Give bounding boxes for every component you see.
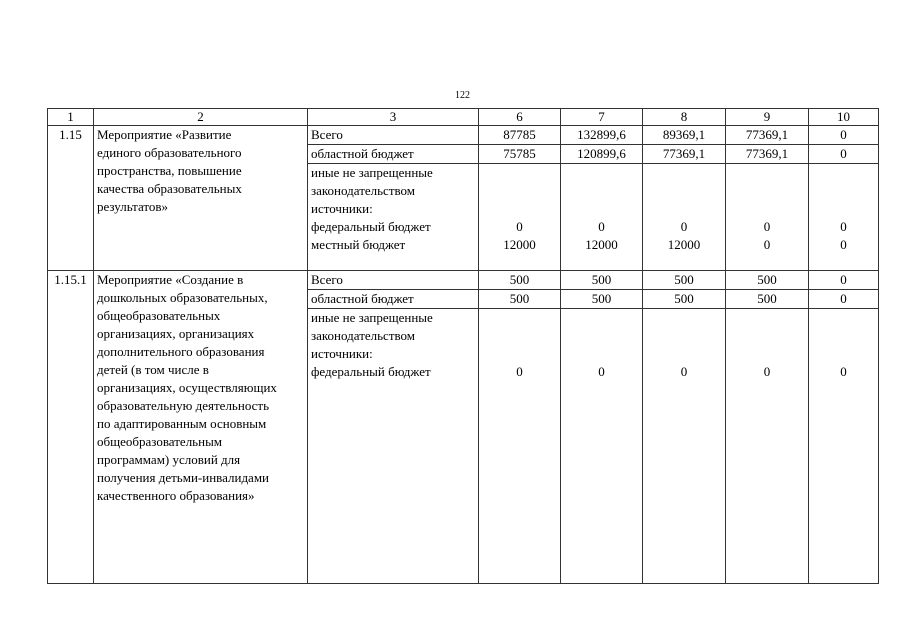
page-number: 122 xyxy=(455,90,470,101)
local-value: 0 xyxy=(763,237,771,252)
label-line: федеральный бюджет xyxy=(311,219,431,234)
header-cell: 1 xyxy=(47,108,94,126)
local-value: 12000 xyxy=(503,237,536,252)
header-cell: 10 xyxy=(808,108,879,126)
header-cell: 8 xyxy=(642,108,726,126)
value-cell: 120899,6 xyxy=(560,144,643,164)
title-line: организациях, организациях xyxy=(97,326,255,341)
label-line: местный бюджет xyxy=(311,237,406,252)
table-row: областной бюджет 75785 120899,6 77369,1 … xyxy=(48,144,879,164)
label-line: иные не запрещенные xyxy=(311,165,433,180)
local-value: 12000 xyxy=(585,237,618,252)
title-line: единого образовательного xyxy=(97,145,242,160)
source-label: Всего xyxy=(307,270,479,290)
value-cell: 89369,1 xyxy=(642,125,726,145)
source-label: областной бюджет xyxy=(307,144,479,164)
value-cell: 77369,1 xyxy=(725,125,809,145)
budget-table: 1 2 3 6 7 8 9 10 1.15 Мероприятие «Разви… xyxy=(47,108,879,584)
header-cell: 2 xyxy=(93,108,308,126)
source-label: областной бюджет xyxy=(307,289,479,309)
value-cell: 0 12000 xyxy=(642,163,726,271)
title-line: пространства, повышение xyxy=(97,163,242,178)
local-value: 12000 xyxy=(667,237,701,252)
value-cell: 0 xyxy=(808,125,879,145)
header-cell: 3 xyxy=(307,108,479,126)
item-code: 1.15 xyxy=(47,125,94,271)
item-title: Мероприятие «Развитие единого образовате… xyxy=(93,125,308,271)
header-cell: 6 xyxy=(478,108,561,126)
label-line: источники: xyxy=(311,201,373,216)
title-line: дошкольных образовательных, xyxy=(97,290,268,305)
label-line: законодательством xyxy=(311,183,416,198)
value-cell: 500 xyxy=(725,270,809,290)
source-label: Всего xyxy=(307,125,479,145)
label-line: иные не запрещенные xyxy=(311,310,433,325)
title-line: общеобразовательным xyxy=(97,434,223,449)
table-row: 1.15.1 Мероприятие «Создание в дошкольны… xyxy=(47,270,879,584)
title-line: программам) условий для xyxy=(97,452,241,467)
title-line: качественного образования» xyxy=(97,488,255,503)
value-cell: 0 xyxy=(560,308,643,584)
title-line: Мероприятие «Создание в xyxy=(97,272,244,287)
table-row: областной бюджет 500 500 500 500 0 xyxy=(48,289,879,309)
table-row: иные не запрещенные законодательством ис… xyxy=(48,308,879,584)
value-cell: 500 xyxy=(642,270,726,290)
source-label: иные не запрещенные законодательством ис… xyxy=(307,163,479,271)
title-line: образовательную деятельность xyxy=(97,398,270,413)
title-line: результатов» xyxy=(97,199,169,214)
header-row: 1 2 3 6 7 8 9 10 xyxy=(47,108,879,126)
title-line: Мероприятие «Развитие xyxy=(97,127,232,142)
item-code: 1.15.1 xyxy=(47,270,94,584)
federal-value: 0 xyxy=(516,219,523,234)
value-cell: 0 xyxy=(642,308,726,584)
value-cell: 500 xyxy=(642,289,726,309)
value-cell: 77369,1 xyxy=(725,144,809,164)
title-line: качества образовательных xyxy=(97,181,242,196)
value-cell: 0 12000 xyxy=(478,163,561,271)
value-cell: 87785 xyxy=(478,125,561,145)
value-cell: 0 12000 xyxy=(560,163,643,271)
item-title: Мероприятие «Создание в дошкольных образ… xyxy=(93,270,308,584)
table-row: 1.15 Мероприятие «Развитие единого образ… xyxy=(47,125,879,271)
label-line: федеральный бюджет xyxy=(311,364,431,379)
title-line: детей (в том числе в xyxy=(97,362,209,377)
value-cell: 0 xyxy=(808,270,879,290)
federal-value: 0 xyxy=(598,219,605,234)
value-cell: 500 xyxy=(478,270,561,290)
federal-value: 0 xyxy=(840,219,847,234)
title-line: по адаптированным основным xyxy=(97,416,267,431)
value-cell: 0 xyxy=(478,308,561,584)
value-cell: 75785 xyxy=(478,144,561,164)
federal-value: 0 xyxy=(763,219,771,234)
header-cell: 7 xyxy=(560,108,643,126)
value-cell: 132899,6 xyxy=(560,125,643,145)
table-row: иные не запрещенные законодательством ис… xyxy=(48,163,879,271)
value-cell: 0 xyxy=(808,289,879,309)
source-label: иные не запрещенные законодательством ис… xyxy=(307,308,479,584)
header-cell: 9 xyxy=(725,108,809,126)
title-line: получения детьми-инвалидами xyxy=(97,470,270,485)
local-value: 0 xyxy=(840,237,847,252)
value-cell: 0 xyxy=(808,308,879,584)
federal-value: 0 xyxy=(680,219,688,234)
label-line: законодательством xyxy=(311,328,416,343)
value-cell: 500 xyxy=(478,289,561,309)
value-cell: 500 xyxy=(725,289,809,309)
title-line: дополнительного образования xyxy=(97,344,265,359)
value-cell: 0 xyxy=(725,308,809,584)
title-line: организациях, осуществляющих xyxy=(97,380,277,395)
label-line: источники: xyxy=(311,346,373,361)
title-line: общеобразовательных xyxy=(97,308,221,323)
value-cell: 0 xyxy=(808,144,879,164)
value-cell: 500 xyxy=(560,270,643,290)
value-cell: 77369,1 xyxy=(642,144,726,164)
value-cell: 500 xyxy=(560,289,643,309)
